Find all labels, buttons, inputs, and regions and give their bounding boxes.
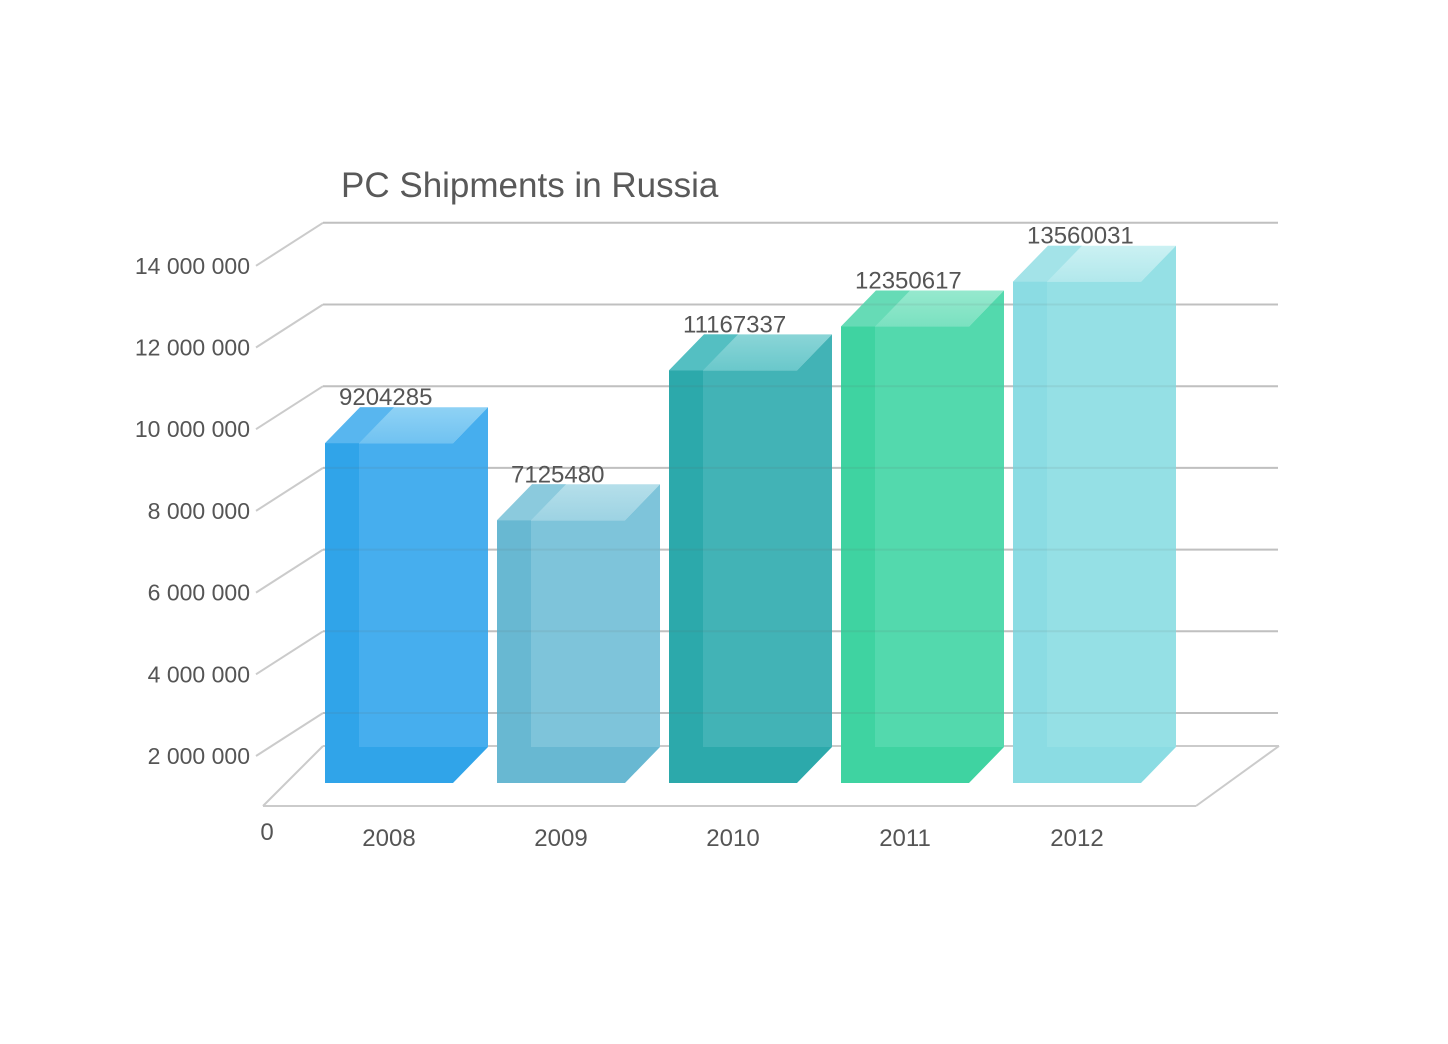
bar-bottom-strip (669, 747, 832, 783)
bar-side-face (969, 290, 1004, 747)
ytick-label: 10 000 000 (135, 416, 250, 442)
bar-top-band (1013, 245, 1082, 282)
bar-left-band (497, 520, 531, 747)
floor-left-edge (262, 745, 324, 807)
bar-top-band (669, 334, 738, 371)
bar-2009 (497, 484, 660, 783)
value-label-2009: 7125480 (511, 461, 604, 488)
ytick-label: 4 000 000 (148, 661, 250, 687)
bar-side-face (453, 407, 488, 747)
bar-top-band (841, 290, 910, 327)
bar-2011 (841, 290, 1004, 783)
gridline-leader (255, 630, 324, 676)
bar-2008 (325, 407, 488, 783)
category-label: 2009 (534, 825, 587, 852)
gridline-leader (255, 221, 324, 267)
bar-side-face (797, 334, 832, 747)
origin-label: 0 (260, 819, 273, 846)
gridline-leader (255, 712, 324, 757)
bar-bottom-strip (841, 747, 1004, 783)
category-label: 2012 (1050, 825, 1103, 852)
bar-top-band (325, 407, 394, 444)
labels: 2 000 000 4 000 000 6 000 000 8 000 000 10 0… (135, 223, 1134, 852)
gridline-leader (255, 385, 324, 431)
bar-2012 (1013, 245, 1176, 783)
category-label: 2008 (362, 825, 415, 852)
bar-left-band (841, 326, 875, 747)
category-label: 2010 (706, 825, 759, 852)
value-label-2012: 13560031 (1027, 223, 1134, 250)
bar-bottom-strip (1013, 747, 1176, 783)
value-label-2008: 9204285 (339, 384, 432, 411)
gridline-leader (255, 548, 324, 594)
bar-2010 (669, 334, 832, 783)
category-label: 2011 (879, 825, 931, 852)
bar-bottom-strip (497, 747, 660, 783)
ytick-label: 2 000 000 (148, 743, 250, 769)
bar-top-band (497, 484, 566, 521)
bar-side-face (1141, 245, 1176, 748)
ytick-label: 6 000 000 (148, 580, 250, 606)
value-label-2010: 11167337 (683, 311, 786, 338)
ytick-label: 8 000 000 (148, 498, 250, 524)
bar-left-band (669, 370, 703, 747)
gridline-leader (255, 467, 324, 512)
bar-left-band (1013, 281, 1047, 747)
bar-side-face (625, 484, 660, 747)
gridline-leader (255, 303, 324, 349)
ytick-label: 14 000 000 (135, 253, 250, 279)
chart-title: PC Shipments in Russia (341, 166, 719, 205)
floor-right-edge (1195, 745, 1280, 807)
bar-bottom-strip (325, 747, 488, 783)
bars (325, 245, 1176, 783)
bar-left-band (325, 443, 359, 747)
gridline-overlay (323, 221, 1278, 714)
value-label-2011: 12350617 (855, 268, 962, 295)
ytick-label: 12 000 000 (135, 335, 250, 361)
